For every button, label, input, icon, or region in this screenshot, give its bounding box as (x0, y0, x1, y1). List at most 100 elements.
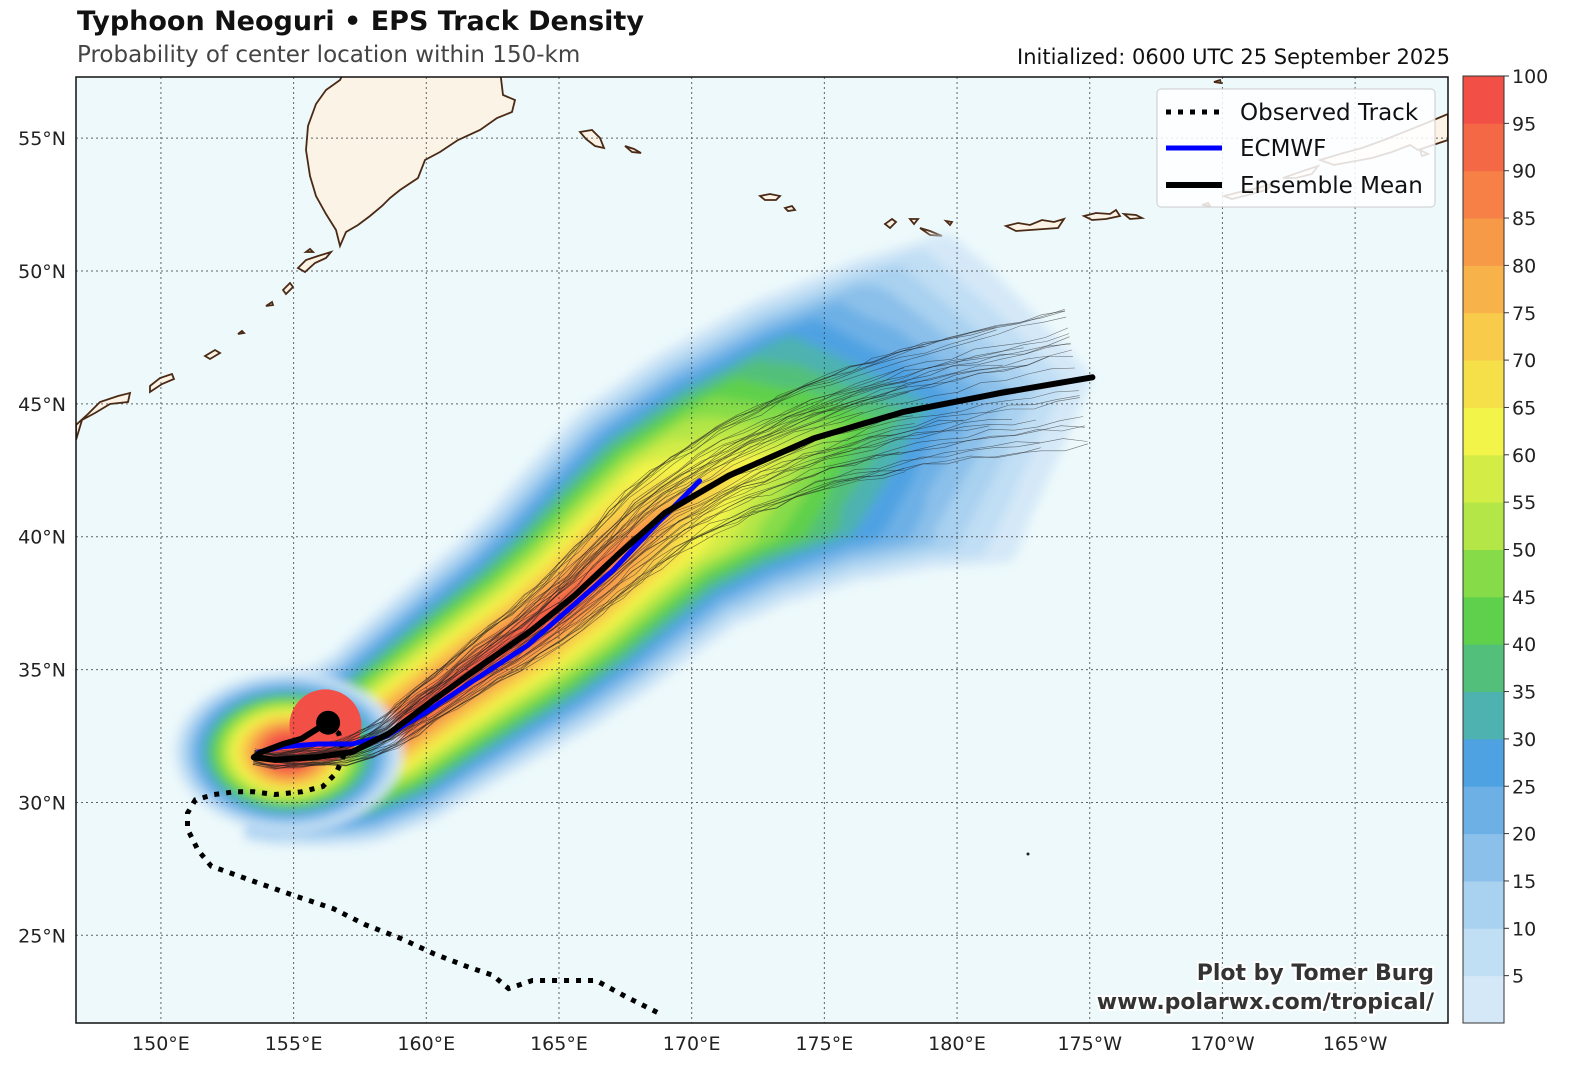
member-track (253, 419, 1037, 766)
colorbar-label: 10 (1512, 918, 1536, 940)
colorbar-label: 25 (1512, 776, 1536, 798)
aleutian-7 (1003, 217, 1067, 232)
colorbar-bin-50 (1463, 502, 1504, 550)
member-track (253, 356, 1073, 759)
lon-label: 175°W (1057, 1033, 1122, 1055)
map-subtitle: Probability of center location within 15… (77, 42, 581, 68)
initialized-time: Initialized: 0600 UTC 25 September 2025 (1017, 45, 1450, 69)
colorbar-label: 85 (1512, 208, 1536, 230)
map-title: Typhoon Neoguri • EPS Track Density (77, 6, 644, 37)
lon-label: 170°E (663, 1033, 721, 1055)
ecmwf-track-line (256, 478, 703, 755)
member-track (253, 327, 1069, 757)
member-track (252, 471, 906, 768)
colorbar-label: 55 (1512, 492, 1536, 514)
legend: Observed Track ECMWF Ensemble Mean (1156, 88, 1436, 208)
kuril-island-5 (281, 281, 295, 296)
lon-label: 175°E (795, 1033, 853, 1055)
aleutian-6 (943, 219, 954, 227)
colorbar-bin-10 (1463, 880, 1504, 929)
colorbar-label: 20 (1512, 824, 1536, 846)
colorbar-label: 45 (1512, 587, 1536, 609)
legend-mean-label: Ensemble Mean (1240, 173, 1423, 199)
colorbar-bin-55 (1463, 454, 1504, 503)
aleutian-1 (757, 193, 782, 201)
lat-label: 50°N (18, 261, 66, 283)
gridlines (76, 77, 1448, 1023)
member-track (254, 327, 997, 753)
lon-label: 155°E (265, 1033, 323, 1055)
kuril-island-2 (203, 348, 222, 361)
map-frame (75, 76, 1449, 1024)
lat-label: 30°N (18, 792, 66, 814)
lon-label: 165°E (530, 1033, 588, 1055)
member-track (253, 364, 1027, 759)
member-track (254, 381, 907, 758)
colorbar-label: 95 (1512, 113, 1536, 135)
colorbar-bin-15 (1463, 833, 1504, 882)
ensemble-mean-track-line (250, 374, 1096, 763)
aleutian-3 (883, 217, 898, 230)
colorbar-label: 15 (1512, 871, 1536, 893)
colorbar-bin-20 (1463, 786, 1504, 835)
colorbar-bin-95 (1463, 76, 1504, 124)
colorbar-label: 35 (1512, 682, 1536, 704)
probability-colorbar: 100 95 90 85 80 75 70 65 60 55 50 45 40 35 30 25 20 15 10 5 (1462, 66, 1548, 1024)
member-track (253, 364, 1003, 758)
storm-current-position-marker (316, 710, 341, 735)
legend-box (1156, 88, 1436, 208)
member-track (253, 397, 1080, 761)
member-track (253, 447, 1041, 767)
colorbar-bin-85 (1463, 170, 1504, 219)
colorbar-label: 5 (1512, 966, 1524, 988)
kuril-island-3 (237, 329, 246, 335)
colorbar-label: 100 (1512, 66, 1548, 88)
aleutian-8 (1081, 208, 1122, 221)
kamchatka-peninsula (305, 77, 517, 249)
longitude-labels: 150°E 155°E 160°E 165°E 170°E 175°E 180°E 175°W… (132, 1033, 1388, 1055)
lat-label: 40°N (18, 527, 66, 549)
member-track (253, 333, 1070, 758)
commander-island-2 (624, 145, 642, 154)
pribilof-dot (1213, 78, 1223, 85)
colorbar-bin-90 (1463, 123, 1504, 172)
colorbar-bin-30 (1463, 691, 1504, 740)
colorbar-label: 40 (1512, 634, 1536, 656)
member-track (253, 441, 1040, 768)
aleutian-2 (783, 204, 797, 212)
colorbar-label: 90 (1512, 161, 1536, 183)
lat-label: 35°N (18, 660, 66, 682)
colorbar-bin-75 (1463, 265, 1504, 314)
colorbar-bin-70 (1463, 312, 1504, 361)
kuril-island-4 (265, 300, 275, 307)
member-track (253, 416, 1084, 767)
lon-label: 170°W (1190, 1033, 1255, 1055)
hokkaido-coast (76, 391, 132, 441)
member-track (253, 355, 1050, 757)
member-track (253, 425, 1085, 767)
kuril-island-7 (303, 247, 316, 253)
colorbar-bin-35 (1463, 644, 1504, 693)
member-track (253, 391, 909, 759)
member-track (254, 336, 1070, 757)
lon-label: 150°E (132, 1033, 190, 1055)
colorbar-label: 50 (1512, 540, 1536, 562)
observed-track-line (185, 723, 659, 1015)
aleutian-9 (1121, 212, 1146, 220)
colorbar-label: 30 (1512, 729, 1536, 751)
colorbar-label: 70 (1512, 350, 1536, 372)
colorbar-label: 60 (1512, 445, 1536, 467)
isolated-point (1026, 852, 1030, 856)
colorbar-bin-60 (1463, 407, 1504, 456)
colorbar-bin-80 (1463, 218, 1504, 266)
colorbar-bin-25 (1463, 738, 1504, 787)
colorbar-bin-65 (1463, 360, 1504, 408)
lon-label: 160°E (397, 1033, 455, 1055)
member-track (254, 310, 1066, 755)
latitude-labels: 55°N 50°N 45°N 40°N 35°N 30°N 25°N (18, 128, 66, 947)
colorbar-label: 80 (1512, 255, 1536, 277)
colorbar-bin-0 (1463, 975, 1504, 1024)
member-track (253, 367, 1075, 762)
aleutian-4 (908, 218, 920, 226)
